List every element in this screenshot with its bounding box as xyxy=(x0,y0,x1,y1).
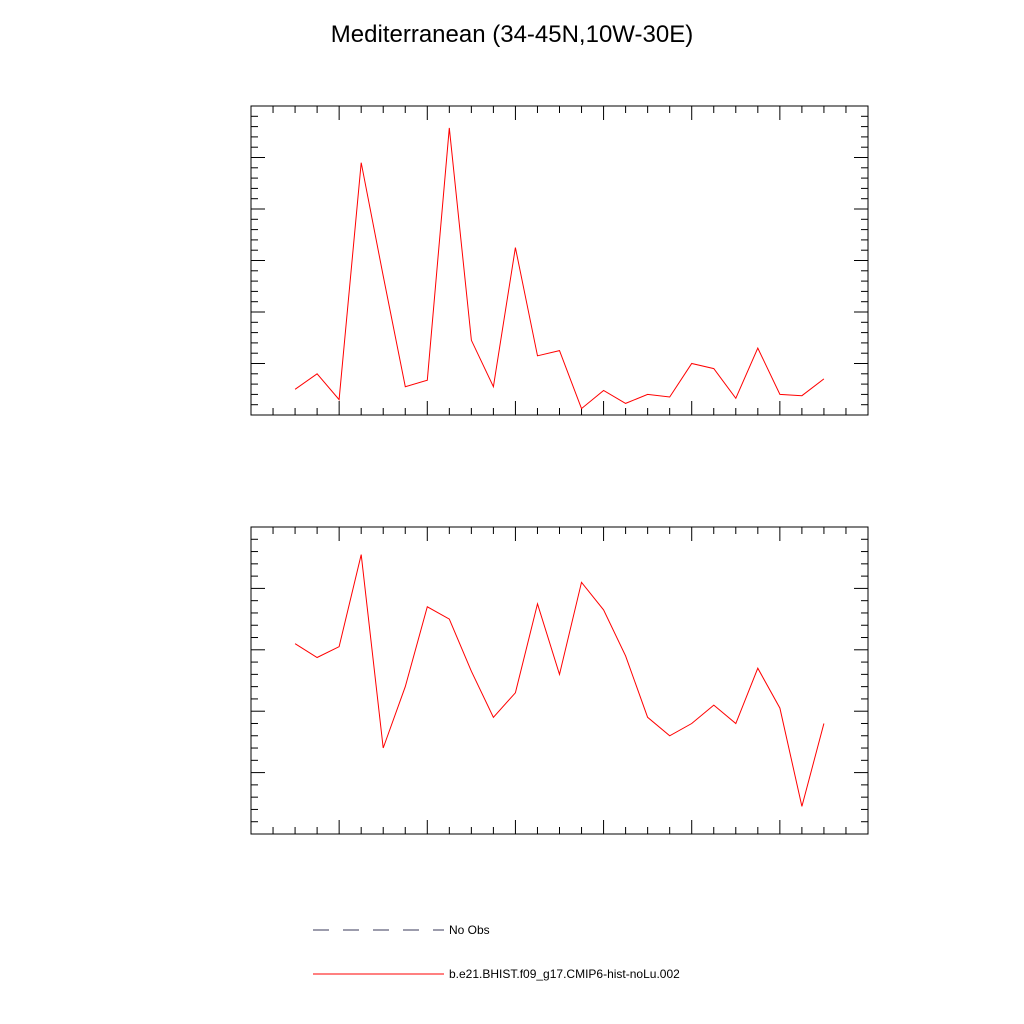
data-point-1919 xyxy=(492,716,494,718)
data-point-1925 xyxy=(625,402,627,404)
data-point-1912 xyxy=(338,399,340,401)
data-point-1910 xyxy=(294,388,296,390)
legend: No Obs b.e21.BHIST.f09_g17.CMIP6-hist-no… xyxy=(313,923,680,981)
data-point-1922 xyxy=(559,673,561,675)
data-point-1911 xyxy=(316,373,318,375)
data-point-1923 xyxy=(581,408,583,410)
data-point-1930 xyxy=(735,722,737,724)
data-point-1918 xyxy=(470,339,472,341)
panel-total-soil-ice xyxy=(250,105,869,416)
data-point-1914 xyxy=(382,747,384,749)
data-point-1923 xyxy=(581,581,583,583)
data-point-1926 xyxy=(647,716,649,718)
series-line-0 xyxy=(294,554,825,807)
data-point-1912 xyxy=(338,646,340,648)
data-point-1916 xyxy=(426,606,428,608)
data-point-1931 xyxy=(757,667,759,669)
data-point-1910 xyxy=(294,643,296,645)
data-point-1915 xyxy=(404,686,406,688)
data-point-1927 xyxy=(669,396,671,398)
data-point-1913 xyxy=(360,554,362,556)
data-point-1921 xyxy=(536,603,538,605)
data-point-1933 xyxy=(801,805,803,807)
figure-title: Mediterranean (34-45N,10W-30E) xyxy=(331,21,693,48)
plot-frame xyxy=(250,526,869,835)
data-point-1930 xyxy=(735,397,737,399)
data-point-1924 xyxy=(603,390,605,392)
data-point-1925 xyxy=(625,655,627,657)
data-point-1931 xyxy=(757,347,759,349)
data-point-1929 xyxy=(713,368,715,370)
data-point-1929 xyxy=(713,704,715,706)
data-point-1924 xyxy=(603,609,605,611)
data-point-1928 xyxy=(691,722,693,724)
data-point-1926 xyxy=(647,393,649,395)
data-point-1928 xyxy=(691,363,693,365)
data-point-1920 xyxy=(514,692,516,694)
data-point-1919 xyxy=(492,386,494,388)
panel-total-soil-liquid-water xyxy=(250,526,869,835)
data-point-1934 xyxy=(823,378,825,380)
legend-label-model: b.e21.BHIST.f09_g17.CMIP6-hist-noLu.002 xyxy=(449,967,680,981)
data-point-1918 xyxy=(470,670,472,672)
data-point-1920 xyxy=(514,247,516,249)
data-point-1917 xyxy=(448,618,450,620)
data-point-1934 xyxy=(823,722,825,724)
data-point-1914 xyxy=(382,275,384,277)
data-point-1916 xyxy=(426,379,428,381)
data-point-1913 xyxy=(360,162,362,164)
data-point-1933 xyxy=(801,395,803,397)
data-point-1915 xyxy=(404,386,406,388)
data-point-1917 xyxy=(448,127,450,129)
data-point-1911 xyxy=(316,656,318,658)
series-line-0 xyxy=(294,127,825,410)
data-point-1932 xyxy=(779,707,781,709)
data-point-1921 xyxy=(536,355,538,357)
legend-label-no-obs: No Obs xyxy=(449,923,490,937)
data-point-1927 xyxy=(669,735,671,737)
plot-frame xyxy=(250,105,869,416)
data-point-1922 xyxy=(559,350,561,352)
data-point-1932 xyxy=(779,393,781,395)
